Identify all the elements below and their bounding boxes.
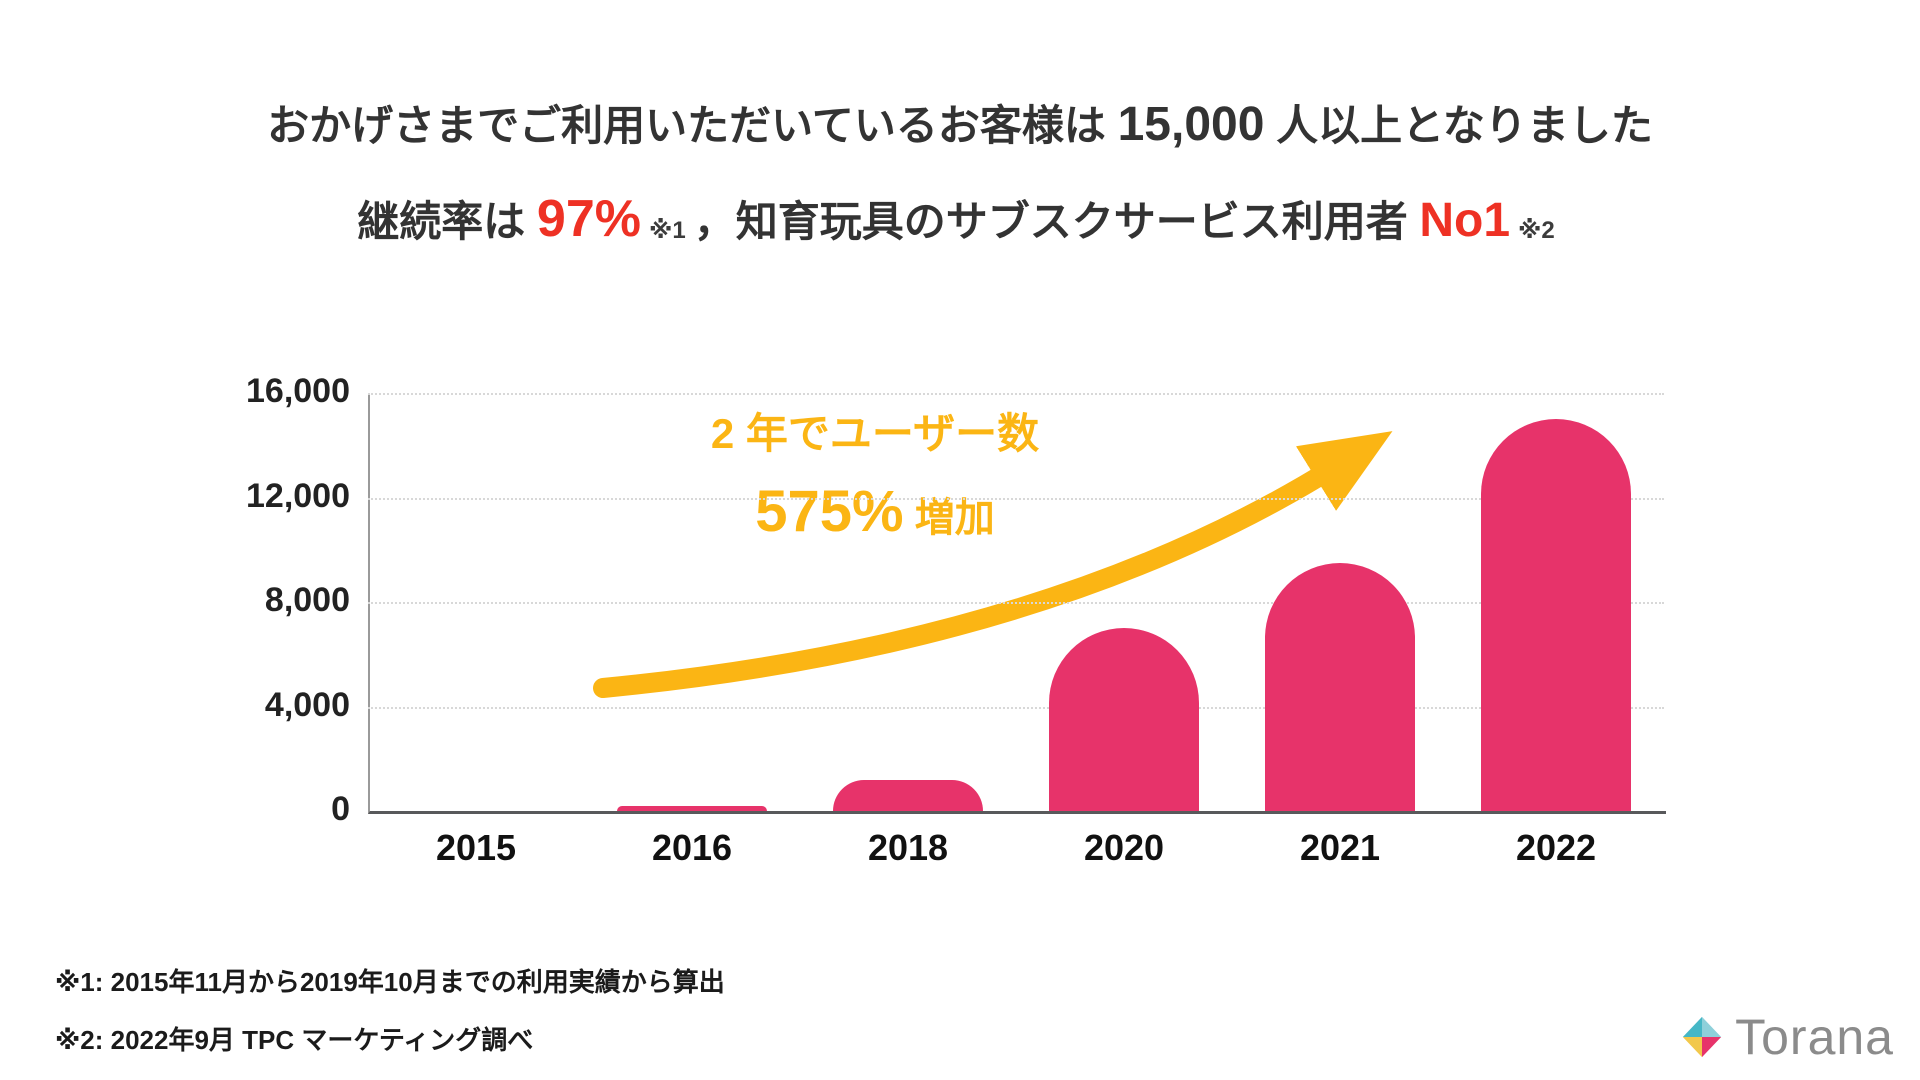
annotation-line1: 2 年でユーザー数 — [710, 410, 1040, 457]
page-title: おかげさまでご利用いただいているお客様は 15,000 人以上となりました 継続… — [0, 96, 1920, 250]
title-line1-post: 人以上となりました — [1264, 102, 1653, 149]
bar-2021 — [1265, 562, 1415, 811]
footnote-2: ※2: 2022年9月 TPC マーケティング調べ — [55, 1025, 534, 1055]
x-axis-tick-label: 2018 — [867, 827, 949, 868]
y-axis-tick-label: 4,000 — [264, 685, 350, 724]
annotation-line2: 575% 増加 — [585, 478, 1165, 545]
x-axis-tick-label: 2015 — [435, 827, 517, 868]
gridline — [368, 393, 1664, 395]
gridline — [368, 497, 1664, 500]
torana-logo-icon — [1682, 1016, 1722, 1058]
footnote-ref-1: ※1 — [649, 216, 686, 244]
gridline — [368, 602, 1664, 604]
x-axis-tick-label: 2016 — [651, 827, 733, 868]
y-axis-tick-label: 16,000 — [246, 372, 350, 410]
title-line2-mid: ，知育玩具のサブスクサービス利用者 — [693, 197, 1420, 245]
footnote-ref-2: ※2 — [1518, 216, 1555, 244]
y-axis-tick-label: 12,000 — [246, 476, 350, 515]
title-line2-pre: 継続率は — [357, 197, 537, 245]
footnotes: ※1: 2015年11月から2019年10月までの利用実績から算出 ※2: 20… — [55, 962, 725, 1078]
x-axis-tick-label: 2021 — [1299, 827, 1381, 868]
torana-logo: Torana — [1679, 1008, 1894, 1066]
title-line1: おかげさまでご利用いただいているお客様は 15,000 人以上となりました — [0, 96, 1920, 154]
x-axis-tick-label: 2022 — [1515, 827, 1597, 868]
no1-badge-text: No1 — [1419, 193, 1511, 247]
x-axis-tick-label: 2020 — [1083, 827, 1165, 868]
torana-logo-text: Torana — [1735, 1009, 1894, 1065]
retention-rate-value: 97% — [536, 189, 641, 248]
bar-2022 — [1481, 419, 1631, 811]
title-line2: 継続率は 97% ※1 ，知育玩具のサブスクサービス利用者 No1 ※2 — [0, 188, 1920, 250]
y-axis-tick-label: 0 — [331, 790, 350, 828]
title-line1-pre: おかげさまでご利用いただいているお客様は — [267, 102, 1118, 149]
annotation-growth-suffix: 増加 — [903, 496, 995, 540]
annotation-growth-value: 575% — [755, 479, 904, 544]
y-axis-tick-label: 8,000 — [264, 581, 350, 619]
bar-2020 — [1049, 628, 1199, 811]
bar-2016 — [617, 805, 767, 811]
bar-2018 — [833, 779, 983, 811]
gridline — [368, 706, 1664, 709]
footnote-1: ※1: 2015年11月から2019年10月までの利用実績から算出 — [55, 967, 725, 997]
title-user-count: 15,000 — [1117, 98, 1265, 151]
